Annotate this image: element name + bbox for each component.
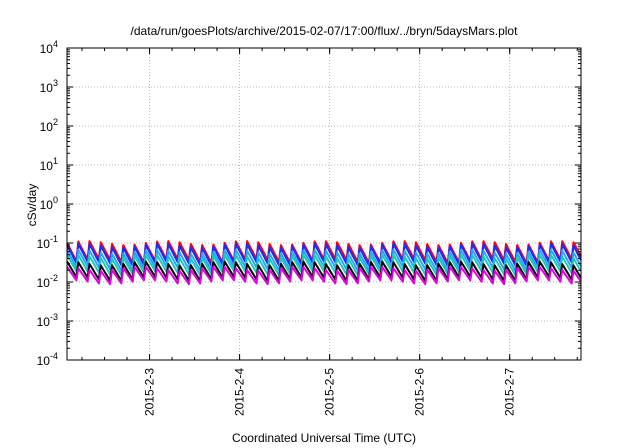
y-tick-exponent: -2 [50,273,58,283]
y-tick-exponent: 4 [53,39,58,49]
y-tick-exponent: 2 [53,117,58,127]
y-tick-label: 102 [40,117,58,134]
y-tick-base: 10 [37,276,51,290]
plot-frame [66,47,582,361]
chart-title: /data/run/goesPlots/archive/2015-02-07/1… [131,24,519,38]
y-tick-label: 103 [40,78,58,95]
x-tick-label: 2015-2-6 [413,368,427,416]
y-tick-exponent: -3 [50,312,58,322]
y-tick-label: 10-2 [37,273,58,290]
y-tick-base: 10 [40,81,54,95]
x-tick-label: 2015-2-3 [143,368,157,416]
y-tick-exponent: -1 [50,234,58,244]
y-tick-base: 10 [37,237,51,251]
y-tick-label: 104 [40,39,58,56]
y-tick-label: 10-4 [37,351,58,368]
y-tick-label: 10-1 [37,234,58,251]
y-tick-base: 10 [40,198,54,212]
y-tick-base: 10 [40,42,54,56]
y-tick-base: 10 [40,120,54,134]
x-tick-label: 2015-2-7 [503,368,517,416]
y-tick-label: 10-3 [37,312,58,329]
x-tick-label: 2015-2-4 [233,368,247,416]
y-tick-label: 101 [40,156,58,173]
series-group [66,240,582,286]
x-tick-label: 2015-2-5 [323,368,337,416]
y-tick-label: 100 [40,195,58,212]
series-line [66,265,582,286]
y-tick-base: 10 [40,159,54,173]
grid [67,48,581,360]
y-tick-exponent: -4 [50,351,58,361]
y-tick-exponent: 3 [53,78,58,88]
y-tick-base: 10 [37,315,51,329]
y-tick-exponent: 0 [53,195,58,205]
y-tick-base: 10 [37,354,51,368]
y-tick-exponent: 1 [53,156,58,166]
x-axis-label: Coordinated Universal Time (UTC) [232,431,416,445]
y-axis-label: cSv/day [25,184,39,227]
